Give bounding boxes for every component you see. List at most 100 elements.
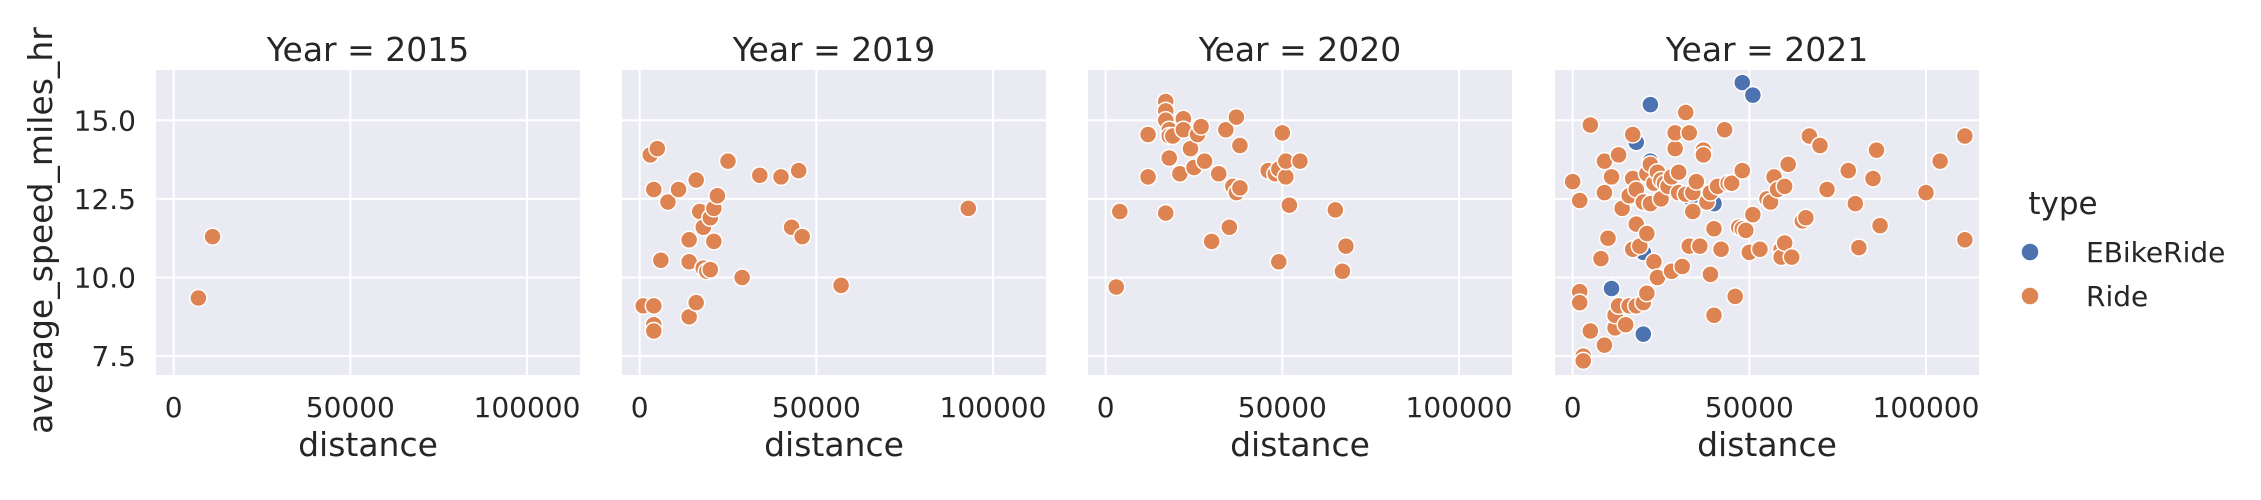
data-point <box>708 186 727 206</box>
data-point <box>718 151 738 171</box>
data-point <box>1581 115 1600 135</box>
data-point <box>651 250 671 270</box>
data-point <box>1782 247 1801 267</box>
data-point <box>1602 167 1621 187</box>
data-point <box>1867 140 1886 160</box>
x-tick-label: 100000 <box>940 391 1047 424</box>
data-point <box>1602 279 1621 298</box>
data-point <box>1701 265 1720 284</box>
data-point <box>792 227 812 246</box>
data-point <box>1683 202 1703 221</box>
data-point <box>1930 151 1950 171</box>
y-tick-label: 12.5 <box>74 183 136 216</box>
plot-background <box>622 70 1046 375</box>
data-point <box>1955 230 1975 250</box>
data-point <box>1160 148 1179 168</box>
x-tick-label: 0 <box>165 391 183 424</box>
data-point <box>789 161 808 180</box>
data-point <box>1216 120 1236 139</box>
legend: type EBikeRide Ride <box>2020 186 2225 313</box>
facet-title: Year = 2015 <box>266 30 469 69</box>
data-point <box>1623 125 1642 144</box>
data-point <box>750 166 770 185</box>
x-axis-label: distance <box>1697 425 1837 464</box>
data-point <box>1110 202 1130 221</box>
data-point <box>1644 252 1664 272</box>
data-point <box>1634 324 1653 344</box>
legend-label: EBikeRide <box>2086 236 2225 269</box>
data-point <box>1230 178 1250 198</box>
plot-background <box>1088 70 1512 375</box>
x-tick-label: 100000 <box>474 391 581 424</box>
data-point <box>1778 155 1798 174</box>
facet-title: Year = 2020 <box>1198 30 1401 69</box>
data-point <box>1743 205 1763 224</box>
data-point <box>1690 236 1710 256</box>
data-point <box>1863 169 1883 188</box>
data-point <box>1839 161 1858 180</box>
data-point <box>1220 217 1239 237</box>
data-point <box>1333 261 1352 281</box>
x-tick-label: 0 <box>631 391 649 424</box>
data-point <box>1138 167 1158 187</box>
legend-title: type <box>2028 186 2097 222</box>
x-tick-label: 50000 <box>772 391 861 424</box>
data-point <box>1107 277 1126 297</box>
x-axis-label: distance <box>1230 425 1370 464</box>
legend-label: Ride <box>2086 280 2148 313</box>
facet-title: Year = 2019 <box>732 30 935 69</box>
data-point <box>1715 120 1734 139</box>
data-point <box>1230 136 1250 155</box>
data-point <box>1195 151 1214 171</box>
x-tick-label: 100000 <box>1873 391 1980 424</box>
data-point <box>1209 164 1228 184</box>
data-point <box>1595 335 1614 355</box>
x-axis-label: distance <box>298 425 438 464</box>
data-point <box>1694 145 1713 165</box>
legend-entries: EBikeRide Ride <box>2020 236 2225 313</box>
data-point <box>189 288 208 308</box>
x-tick-label: 100000 <box>1406 391 1513 424</box>
data-point <box>704 232 724 251</box>
y-tick-label: 10.0 <box>74 262 136 295</box>
data-point <box>644 180 664 199</box>
data-point <box>1276 167 1296 187</box>
data-point <box>1637 224 1657 243</box>
data-point <box>732 268 752 287</box>
data-point <box>1687 172 1706 191</box>
data-point <box>701 260 720 279</box>
data-point <box>644 321 664 341</box>
data-point <box>1595 183 1614 202</box>
data-point <box>1722 173 1741 193</box>
data-point <box>1290 151 1310 171</box>
data-point <box>1669 162 1688 182</box>
data-point <box>1581 321 1600 341</box>
plot-background <box>156 70 580 375</box>
data-point <box>658 192 678 212</box>
data-point <box>1138 125 1158 144</box>
data-point <box>1743 85 1763 105</box>
data-point <box>1796 208 1816 228</box>
data-point <box>1916 183 1936 202</box>
data-point <box>1637 283 1657 303</box>
data-point <box>1598 228 1618 248</box>
data-point <box>1725 287 1745 306</box>
data-point <box>1273 123 1292 143</box>
data-point <box>1704 306 1724 325</box>
data-point <box>1269 252 1289 272</box>
y-tick-label: 15.0 <box>74 104 136 137</box>
data-point <box>1570 191 1589 210</box>
data-point <box>1750 239 1770 259</box>
data-point <box>1711 239 1731 259</box>
data-point <box>1227 107 1246 127</box>
data-point <box>1202 232 1221 251</box>
legend-marker <box>2020 286 2040 306</box>
data-point <box>1846 194 1865 213</box>
data-point <box>1574 351 1593 371</box>
data-point <box>771 167 791 187</box>
x-tick-label: 50000 <box>1238 391 1327 424</box>
data-point <box>1280 195 1299 215</box>
data-point <box>669 180 688 199</box>
data-point <box>831 276 851 295</box>
data-point <box>648 139 667 158</box>
